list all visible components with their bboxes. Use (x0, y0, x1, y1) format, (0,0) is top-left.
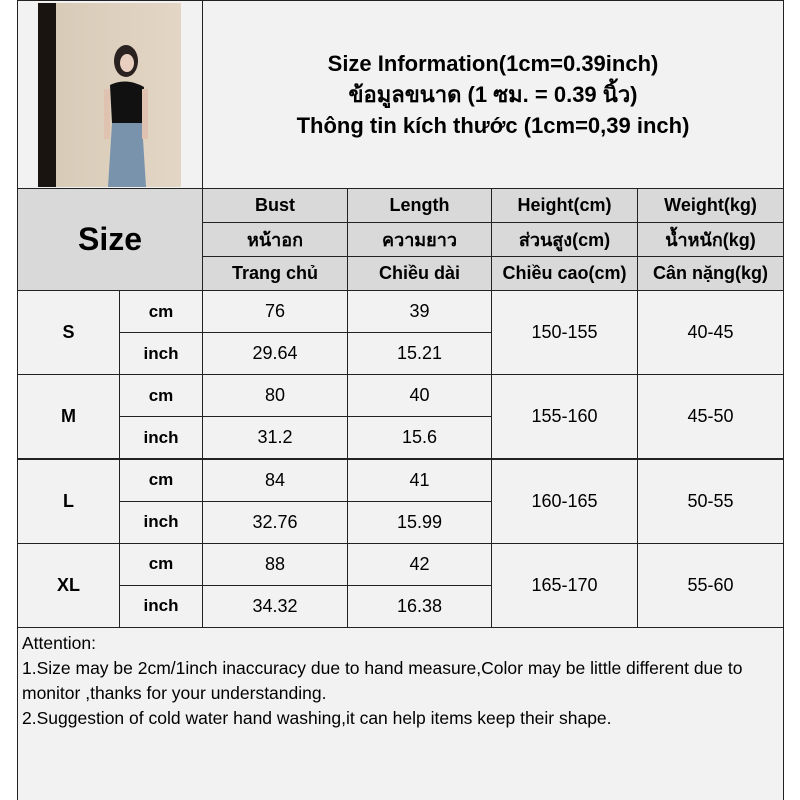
bust-cm: 76 (202, 290, 348, 333)
unit-inch: inch (119, 332, 203, 375)
size-label: L (17, 458, 120, 544)
weight-range: 50-55 (637, 458, 784, 544)
size-label: M (17, 374, 120, 460)
bust-cm: 84 (202, 458, 348, 502)
length-cm: 42 (347, 542, 492, 586)
unit-cm: cm (119, 458, 203, 502)
attention-line: Attention: (22, 633, 96, 653)
length-cm: 39 (347, 290, 492, 333)
column-header: Height(cm) (491, 188, 638, 223)
length-inch: 15.6 (347, 416, 492, 460)
weight-range: 45-50 (637, 374, 784, 460)
height-range: 155-160 (491, 374, 638, 460)
column-header: Weight(kg) (637, 188, 784, 223)
attention-notes: Attention: 1.Size may be 2cm/1inch inaccu… (17, 627, 784, 800)
attention-line: 2.Suggestion of cold water hand washing,… (22, 708, 612, 728)
bust-inch: 31.2 (202, 416, 348, 460)
length-inch: 15.21 (347, 332, 492, 375)
title-line: Size Information(1cm=0.39inch) (327, 51, 659, 76)
column-header: Trang chủ (202, 256, 348, 291)
column-header: ความยาว (347, 222, 492, 257)
title-cell: Size Information(1cm=0.39inch) ข้อมูลขนาด… (202, 0, 784, 189)
column-header: Length (347, 188, 492, 223)
column-header: Cân nặng(kg) (637, 256, 784, 291)
unit-cm: cm (119, 290, 203, 333)
length-inch: 16.38 (347, 584, 492, 628)
bust-cm: 80 (202, 374, 348, 418)
weight-range: 40-45 (637, 290, 784, 375)
length-cm: 40 (347, 374, 492, 418)
unit-cm: cm (119, 542, 203, 586)
column-header: ส่วนสูง(cm) (491, 222, 638, 257)
bust-inch: 29.64 (202, 332, 348, 375)
column-header: Chiều cao(cm) (491, 256, 638, 291)
title-line: Thông tin kích thước (1cm=0,39 inch) (296, 113, 690, 138)
model-figure (104, 45, 148, 187)
unit-inch: inch (119, 416, 203, 460)
size-header: Size (17, 188, 203, 291)
column-header: หน้าอก (202, 222, 348, 257)
title-line: ข้อมูลขนาด (1 ซม. = 0.39 นิ้ว) (348, 82, 638, 107)
column-header: Chiều dài (347, 256, 492, 291)
weight-range: 55-60 (637, 542, 784, 628)
bust-inch: 34.32 (202, 584, 348, 628)
unit-inch: inch (119, 500, 203, 544)
height-range: 160-165 (491, 458, 638, 544)
column-header: น้ำหนัก(kg) (637, 222, 784, 257)
column-header: Bust (202, 188, 348, 223)
bust-cm: 88 (202, 542, 348, 586)
size-label: XL (17, 542, 120, 628)
length-cm: 41 (347, 458, 492, 502)
bust-inch: 32.76 (202, 500, 348, 544)
product-photo (38, 3, 181, 187)
unit-cm: cm (119, 374, 203, 418)
unit-inch: inch (119, 584, 203, 628)
height-range: 165-170 (491, 542, 638, 628)
length-inch: 15.99 (347, 500, 492, 544)
size-label: S (17, 290, 120, 375)
attention-line: 1.Size may be 2cm/1inch inaccuracy due t… (22, 658, 743, 703)
height-range: 150-155 (491, 290, 638, 375)
